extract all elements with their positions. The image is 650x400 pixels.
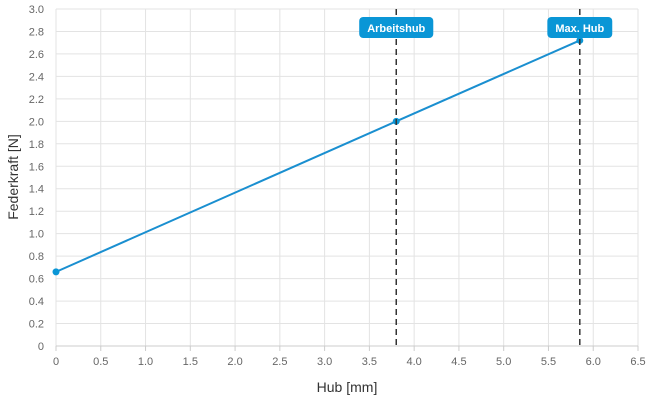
x-tick-label: 2.5 [272, 356, 287, 368]
reference-badge-box [547, 17, 613, 38]
y-tick-label: 1.2 [29, 206, 44, 218]
y-tick-label: 0.4 [29, 296, 44, 308]
data-point [52, 268, 60, 276]
reference-badge-label: Max. Hub [555, 23, 604, 35]
x-tick-label: 3.0 [317, 356, 332, 368]
y-tick-label: 2.8 [29, 26, 44, 38]
x-tick-label: 5.0 [496, 356, 511, 368]
x-tick-label: 6.5 [630, 356, 645, 368]
x-axis-title: Hub [mm] [317, 379, 378, 395]
y-tick-label: 1.0 [29, 229, 44, 241]
y-tick-label: 1.6 [29, 161, 44, 173]
x-tick-label: 0.5 [93, 356, 108, 368]
y-tick-label: 1.4 [29, 184, 44, 196]
y-tick-label: 2.2 [29, 94, 44, 106]
y-tick-label: 1.8 [29, 139, 44, 151]
x-tick-label: 6.0 [586, 356, 601, 368]
reference-badge: Max. Hub [547, 17, 613, 38]
y-tick-label: 0 [38, 341, 44, 353]
reference-badge-box [359, 17, 434, 38]
x-tick-label: 0 [53, 356, 59, 368]
tick-labels: 0 0.5 1.0 1.5 2.0 2.5 3.0 3.5 4.0 4.5 5.0 5.5 6.0 6.5… [29, 4, 646, 368]
grid [55, 8, 639, 347]
reference-badge: Arbeitshub [359, 17, 434, 38]
x-tick-label: 3.5 [362, 356, 377, 368]
y-tick-label: 2.4 [29, 71, 44, 83]
y-tick-label: 0.8 [29, 251, 44, 263]
y-tick-label: 3.0 [29, 4, 44, 16]
series-line [55, 39, 581, 273]
x-tick-label: 4.5 [451, 356, 466, 368]
x-tick-label: 1.5 [183, 356, 198, 368]
x-tick-label: 4.0 [407, 356, 422, 368]
reference-badge-label: Arbeitshub [367, 23, 425, 35]
y-tick-label: 0.2 [29, 319, 44, 331]
x-tick-label: 1.0 [138, 356, 153, 368]
y-tick-label: 0.6 [29, 274, 44, 286]
y-axis-title: Federkraft [N] [5, 134, 21, 220]
x-tick-label: 5.5 [541, 356, 556, 368]
reference-markers: Arbeitshub Max. Hub [359, 9, 613, 346]
x-tick-label: 2.0 [227, 356, 242, 368]
y-tick-label: 2.0 [29, 116, 44, 128]
axes [55, 345, 639, 351]
y-tick-label: 2.6 [29, 49, 44, 61]
